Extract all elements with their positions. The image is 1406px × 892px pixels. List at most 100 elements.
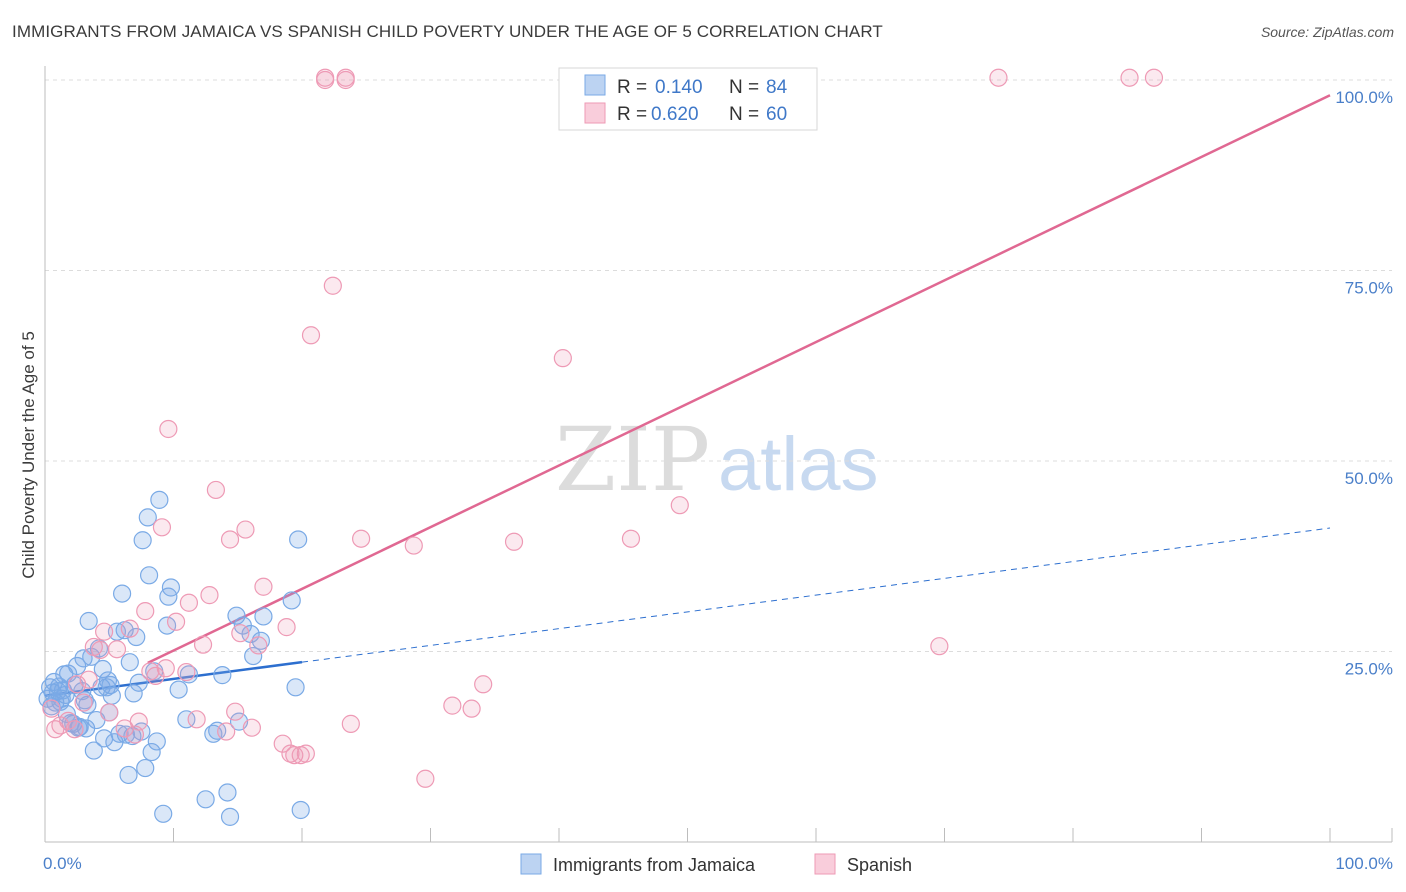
points-spanish — [42, 68, 1164, 788]
point-spanish-4 — [65, 720, 84, 739]
point-spanish-31 — [220, 530, 240, 549]
point-spanish-25 — [179, 593, 199, 612]
point-spanish-44 — [301, 326, 321, 345]
point-spanish-34 — [236, 520, 255, 539]
point-spanish-53 — [504, 532, 524, 551]
bottom-legend-label-spanish: Spanish — [847, 855, 912, 875]
trend-lines — [44, 94, 1331, 697]
point-spanish-17 — [136, 602, 155, 621]
point-spanish-6 — [74, 693, 93, 712]
y-tick-label-25: 25.0% — [1345, 660, 1393, 679]
point-jamaica-46 — [129, 673, 148, 692]
x-tick-label-0: 0.0% — [43, 854, 82, 873]
point-spanish-11 — [100, 703, 119, 722]
point-spanish-30 — [217, 722, 236, 741]
point-spanish-45 — [323, 276, 342, 295]
point-spanish-55 — [621, 529, 641, 548]
point-spanish-50 — [443, 696, 462, 715]
point-spanish-14 — [120, 619, 139, 638]
tick-labels: 25.0% 50.0% 75.0% 100.0% 0.0% 100.0% — [43, 88, 1393, 873]
point-spanish-39 — [277, 618, 296, 637]
legend-box: R = 0.140 N = 84 R = 0.620 N = 60 — [558, 67, 818, 131]
point-jamaica-61 — [177, 710, 196, 729]
point-spanish-26 — [187, 710, 206, 729]
point-jamaica-25 — [84, 741, 103, 760]
point-jamaica-23 — [79, 611, 98, 631]
chart-title: IMMIGRANTS FROM JAMAICA VS SPANISH CHILD… — [12, 22, 883, 41]
point-jamaica-62 — [179, 665, 199, 684]
bottom-legend-label-jamaica: Immigrants from Jamaica — [553, 855, 756, 875]
point-jamaica-50 — [138, 508, 157, 527]
legend-n-value-1: 84 — [766, 77, 788, 98]
watermark-zip: ZIP — [555, 408, 710, 511]
point-spanish-top-5 — [1144, 68, 1164, 87]
legend-n-label-1: N = — [729, 77, 759, 98]
point-jamaica-78 — [289, 530, 308, 549]
point-jamaica-67 — [218, 783, 237, 802]
legend-swatch-blue — [584, 74, 606, 96]
legend-r-value-1: 0.140 — [655, 77, 703, 98]
point-spanish-41 — [285, 746, 304, 765]
trend-line-jamaica-dashed — [301, 527, 1331, 663]
point-spanish-54 — [553, 349, 572, 368]
point-spanish-51 — [462, 699, 481, 718]
point-spanish-52 — [474, 675, 493, 694]
point-jamaica-63 — [196, 790, 215, 809]
point-spanish-16 — [129, 712, 148, 731]
point-jamaica-55 — [150, 490, 169, 509]
point-spanish-29 — [206, 480, 226, 500]
point-spanish-57 — [930, 637, 949, 656]
bottom-legend: Immigrants from Jamaica Spanish — [520, 853, 912, 875]
grid-lines — [45, 79, 1392, 652]
point-jamaica-44 — [124, 684, 143, 703]
legend-n-label-2: N = — [729, 104, 759, 125]
point-jamaica-79 — [291, 800, 310, 820]
point-jamaica-59 — [161, 578, 181, 597]
source-label: Source: ZipAtlas.com — [1260, 24, 1394, 40]
point-jamaica-42 — [120, 653, 139, 672]
point-spanish-21 — [156, 659, 175, 678]
point-jamaica-60 — [169, 680, 188, 699]
point-spanish-47 — [352, 529, 371, 548]
point-spanish-27 — [193, 635, 213, 654]
point-jamaica-76 — [282, 591, 301, 610]
legend-r-value-2: 0.620 — [651, 104, 699, 125]
point-spanish-43 — [296, 744, 315, 763]
point-spanish-12 — [107, 640, 127, 659]
point-jamaica-51 — [139, 566, 159, 585]
point-spanish-top-1 — [336, 68, 355, 87]
point-spanish-10 — [95, 622, 114, 641]
legend-swatch-pink — [584, 102, 606, 124]
point-spanish-28 — [200, 586, 219, 605]
point-spanish-9 — [91, 640, 110, 660]
point-jamaica-77 — [286, 678, 305, 697]
legend-n-value-2: 60 — [766, 104, 787, 125]
point-spanish-46 — [341, 714, 360, 733]
point-spanish-37 — [254, 577, 273, 596]
point-jamaica-29 — [93, 659, 112, 679]
point-jamaica-57 — [157, 616, 177, 635]
point-spanish-0 — [42, 699, 61, 718]
bottom-legend-swatch-blue — [520, 853, 542, 875]
y-tick-label-100: 100.0% — [1335, 88, 1393, 107]
point-spanish-22 — [159, 419, 178, 439]
point-spanish-24 — [177, 662, 196, 682]
point-jamaica-69 — [227, 606, 246, 625]
point-spanish-56 — [670, 496, 689, 515]
point-spanish-7 — [79, 670, 98, 689]
point-jamaica-52 — [142, 742, 161, 762]
point-spanish-top-4 — [1120, 68, 1139, 87]
point-spanish-32 — [226, 702, 245, 721]
point-spanish-top-0 — [316, 68, 335, 87]
point-spanish-5 — [68, 675, 87, 694]
point-jamaica-17 — [68, 656, 87, 676]
trend-line-spanish — [147, 94, 1331, 665]
legend-r-label-2: R = — [617, 104, 647, 125]
point-spanish-49 — [416, 769, 435, 788]
point-jamaica-73 — [244, 646, 263, 666]
legend-r-label-1: R = — [617, 77, 647, 98]
point-jamaica-83 — [101, 675, 120, 695]
point-jamaica-20 — [74, 649, 93, 668]
point-spanish-35 — [242, 718, 261, 737]
